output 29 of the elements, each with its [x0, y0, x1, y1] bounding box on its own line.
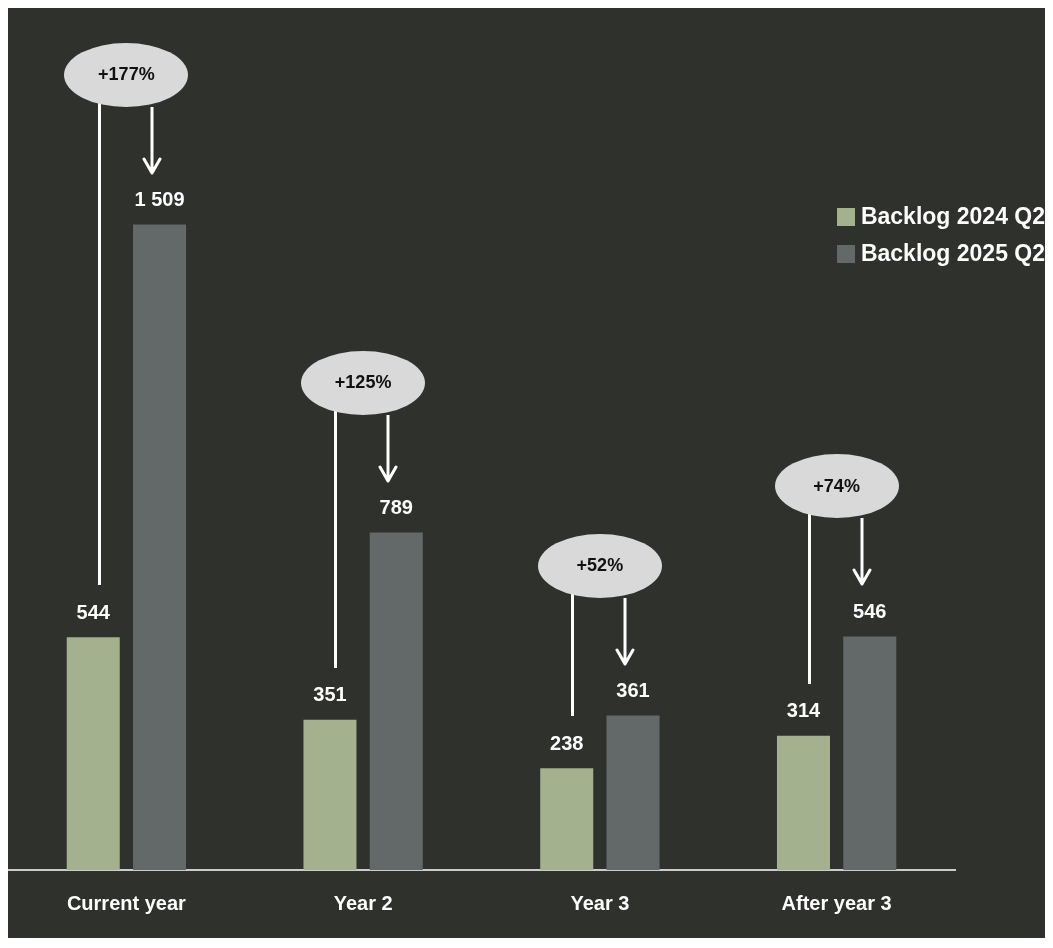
data-label: 544 [76, 600, 111, 623]
bar [540, 768, 594, 870]
bar [843, 636, 897, 870]
bar [66, 637, 120, 870]
legend-label: Backlog 2025 Q2 [860, 240, 1045, 267]
oval-label: +74% [774, 454, 899, 519]
oval-label: +52% [537, 533, 662, 598]
data-label: 1 509 [134, 188, 185, 211]
annotation: +52% [576, 555, 624, 577]
bar [133, 224, 187, 870]
x-tick-label: After year 3 [781, 891, 892, 914]
x-tick-label: Current year [66, 891, 187, 914]
bar [606, 715, 660, 870]
x-tick-label: Year 2 [333, 891, 393, 914]
legend-label: Backlog 2024 Q2 [860, 203, 1045, 230]
data-label: 238 [550, 731, 584, 754]
bar [369, 532, 423, 870]
bar [776, 735, 830, 870]
data-label: 351 [313, 683, 347, 706]
x-tick-label: Year 3 [570, 891, 630, 914]
data-label: 546 [853, 599, 887, 622]
oval-label: +125% [301, 350, 426, 415]
data-label: 361 [616, 679, 650, 702]
annotation: +74% [813, 475, 860, 497]
oval-label: +177% [64, 42, 189, 107]
data-label: 789 [379, 496, 413, 519]
bar [303, 719, 357, 870]
data-label: 314 [786, 699, 822, 722]
annotation: +125% [334, 372, 392, 394]
